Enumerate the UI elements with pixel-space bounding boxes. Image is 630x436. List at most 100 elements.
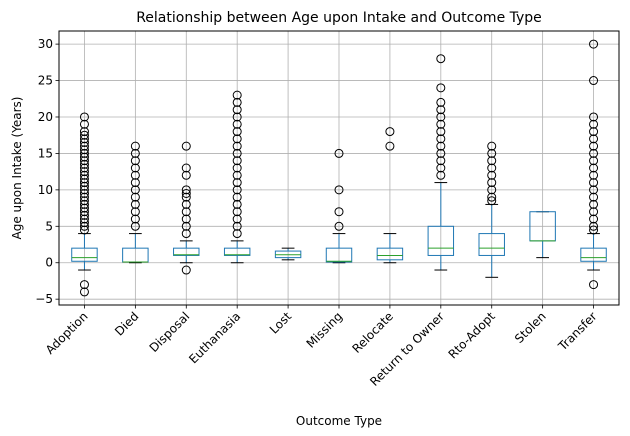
outlier-point	[487, 196, 497, 206]
outlier-point	[79, 280, 89, 290]
outlier-point	[487, 170, 497, 180]
x-axis-title: Outcome Type	[296, 414, 382, 428]
x-tick-label: Rto-Adopt	[446, 309, 499, 362]
outlier-point	[436, 119, 446, 129]
y-axis: −5 0 5 10 15 20 25 30	[35, 37, 59, 306]
outlier-point	[232, 90, 242, 100]
outlier-point	[232, 170, 242, 180]
box-iqr	[325, 247, 353, 263]
outlier-point	[232, 192, 242, 202]
outlier-point	[79, 119, 89, 129]
box-group	[223, 90, 251, 264]
outlier-point	[487, 148, 497, 158]
outlier-point	[589, 170, 599, 180]
outlier-point	[181, 192, 191, 202]
y-tick-label: 30	[38, 37, 53, 51]
outlier-point	[589, 163, 599, 173]
outlier-point	[589, 112, 599, 122]
outlier-point	[181, 229, 191, 239]
outlier-point	[232, 221, 242, 231]
outlier-point	[79, 225, 89, 235]
box-iqr	[376, 247, 404, 261]
outlier-point	[436, 83, 446, 93]
outlier-point	[79, 145, 89, 155]
outlier-point	[436, 134, 446, 144]
outlier-point	[232, 105, 242, 115]
boxes-layer	[71, 39, 607, 297]
outlier-point	[436, 97, 446, 107]
x-tick-label: Missing	[304, 309, 346, 351]
outlier-point	[589, 76, 599, 86]
outlier-point	[385, 141, 395, 151]
y-tick-label: 10	[38, 183, 53, 197]
outlier-point	[487, 192, 497, 202]
outlier-point	[130, 214, 140, 224]
outlier-point	[79, 203, 89, 213]
box-iqr	[478, 233, 505, 256]
y-tick-label: −5	[35, 292, 53, 306]
y-tick-label: 0	[45, 256, 53, 270]
outlier-point	[436, 163, 446, 173]
outlier-point	[589, 119, 599, 129]
outlier-point	[79, 130, 89, 140]
box-group	[580, 39, 607, 290]
y-tick-label: 25	[38, 74, 53, 88]
y-tick-label: 20	[38, 110, 53, 124]
outlier-point	[385, 127, 395, 137]
outlier-point	[130, 221, 140, 231]
x-tick-label: Lost	[267, 309, 295, 337]
outlier-point	[79, 214, 89, 224]
box-group	[478, 141, 505, 278]
outlier-point	[79, 134, 89, 144]
outlier-point	[181, 214, 191, 224]
outlier-point	[589, 192, 599, 202]
outlier-point	[232, 178, 242, 188]
outlier-point	[334, 207, 344, 217]
outlier-point	[589, 280, 599, 290]
outlier-point	[79, 196, 89, 206]
grid-layer	[59, 31, 619, 305]
outlier-point	[232, 199, 242, 209]
outlier-point	[181, 163, 191, 173]
x-tick-label: Relocate	[349, 309, 396, 356]
box-group	[325, 148, 353, 264]
outlier-point	[79, 181, 89, 191]
outlier-point	[130, 156, 140, 166]
outlier-point	[79, 152, 89, 162]
outlier-point	[589, 225, 599, 235]
outlier-point	[181, 170, 191, 180]
box-group	[529, 211, 556, 259]
outlier-point	[79, 185, 89, 195]
x-tick-label: Euthanasia	[186, 309, 243, 366]
box-group	[122, 141, 149, 264]
outlier-point	[181, 207, 191, 217]
chart-title: Relationship between Age upon Intake and…	[136, 10, 542, 26]
outlier-point	[589, 39, 599, 49]
outlier-point	[487, 156, 497, 166]
outlier-point	[487, 178, 497, 188]
x-tick-label: Stolen	[512, 309, 549, 346]
outlier-point	[130, 185, 140, 195]
outlier-point	[232, 185, 242, 195]
outlier-point	[589, 148, 599, 158]
outlier-point	[487, 163, 497, 173]
outlier-point	[232, 156, 242, 166]
box-group	[274, 247, 302, 261]
box-iqr	[223, 247, 251, 256]
outlier-point	[589, 178, 599, 188]
outlier-point	[589, 141, 599, 151]
outlier-point	[79, 137, 89, 147]
outlier-point	[232, 229, 242, 239]
box-iqr	[173, 247, 200, 256]
outlier-point	[232, 214, 242, 224]
outlier-point	[79, 174, 89, 184]
outlier-point	[589, 185, 599, 195]
outlier-point	[79, 112, 89, 122]
outlier-point	[181, 185, 191, 195]
y-tick-label: 15	[38, 146, 53, 160]
outlier-point	[436, 141, 446, 151]
outlier-point	[79, 192, 89, 202]
outlier-point	[79, 189, 89, 199]
